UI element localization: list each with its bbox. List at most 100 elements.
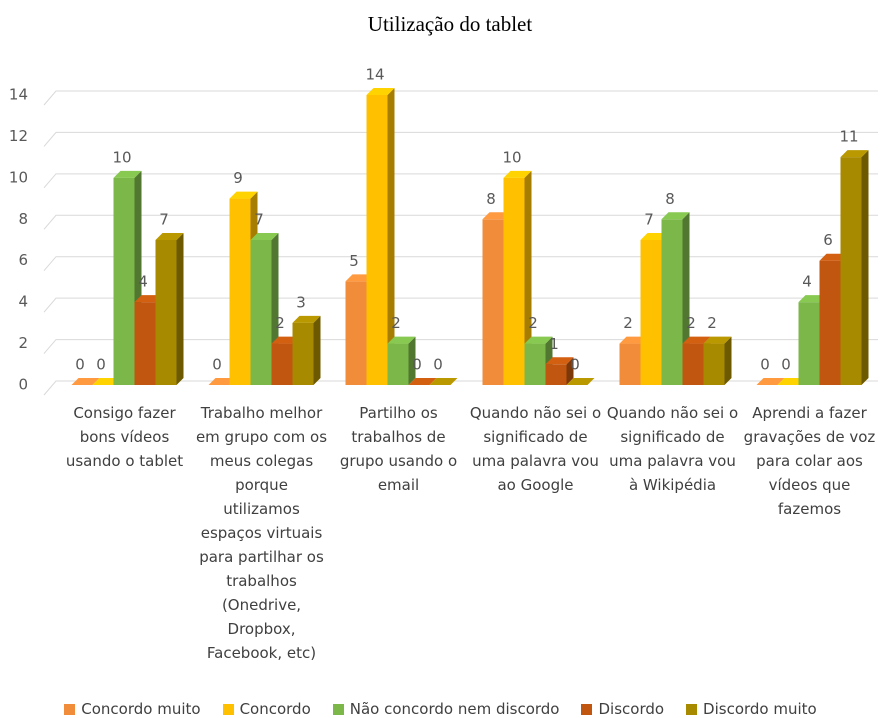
value-label: 7 — [644, 211, 654, 229]
bar-front — [113, 177, 135, 385]
y-tick-label: 10 — [9, 168, 28, 186]
value-label: 0 — [96, 356, 106, 374]
grid-line — [43, 380, 878, 396]
value-label: 2 — [528, 314, 538, 332]
bar-top — [250, 233, 279, 240]
bar-front — [134, 302, 156, 385]
bar-top — [387, 336, 416, 344]
bar-top — [503, 170, 532, 178]
legend-swatch — [581, 703, 593, 715]
bar-front — [840, 157, 862, 385]
grid-line — [43, 90, 878, 106]
bar-front — [798, 302, 820, 385]
bar-side — [313, 315, 321, 385]
value-label: 10 — [502, 148, 521, 166]
legend-label: Discordo muito — [703, 700, 817, 718]
bar-front — [345, 281, 367, 385]
bar-front — [524, 343, 546, 385]
legend-label: Discordo — [598, 700, 665, 718]
bar-top — [155, 233, 184, 240]
value-label: 2 — [707, 314, 717, 332]
x-tick-label: Partilho os trabalhos de grupo usando o … — [339, 404, 458, 494]
bar-front — [292, 322, 314, 385]
legend-label: Concordo muito — [81, 700, 201, 718]
value-label: 2 — [686, 314, 696, 332]
bar-top — [429, 378, 458, 385]
bar-front — [703, 343, 725, 385]
value-label: 0 — [433, 356, 443, 374]
bar-front — [229, 198, 251, 385]
bar-top — [682, 336, 711, 344]
bar-top — [756, 378, 785, 385]
value-label: 2 — [275, 314, 285, 332]
value-label: 2 — [623, 314, 633, 332]
y-tick-label: 12 — [9, 127, 28, 145]
value-label: 0 — [212, 356, 222, 374]
bar-front — [682, 343, 704, 385]
legend-swatch — [686, 703, 698, 715]
value-label: 0 — [75, 356, 85, 374]
legend: Concordo muito Concordo Não concordo nem d… — [0, 700, 881, 718]
bar-front — [155, 240, 177, 385]
bar-side — [566, 357, 574, 385]
grid-line — [43, 214, 878, 230]
grid-line — [43, 297, 878, 313]
bar-front — [250, 240, 272, 385]
legend-item: Concordo — [222, 700, 311, 718]
bar-side — [387, 88, 395, 385]
y-tick-label: 4 — [18, 293, 28, 311]
legend-swatch — [332, 703, 344, 715]
bar-front — [482, 219, 504, 385]
bar-front — [661, 219, 683, 385]
bar-front — [366, 95, 388, 385]
legend-label: Concordo — [239, 700, 311, 718]
legend-item: Não concordo nem discordo — [332, 700, 559, 718]
value-label: 7 — [254, 211, 264, 229]
bar-top — [408, 378, 437, 385]
value-label: 0 — [781, 356, 791, 374]
bar-front — [271, 343, 293, 385]
bar-top — [524, 336, 553, 344]
value-label: 3 — [296, 293, 306, 311]
x-tick-label: Quando não sei o significado de uma pala… — [469, 404, 602, 494]
bar-side — [176, 233, 184, 385]
value-label: 5 — [349, 252, 359, 270]
x-tick-label: Consigo fazer bons vídeos usando o table… — [65, 404, 184, 470]
bar-front — [503, 177, 525, 385]
bar-top — [566, 378, 595, 385]
bar-top — [229, 191, 258, 199]
value-label: 14 — [365, 66, 384, 84]
y-tick-label: 14 — [9, 86, 28, 104]
y-tick-label: 6 — [18, 251, 28, 269]
value-label: 11 — [839, 128, 858, 146]
value-label: 10 — [112, 148, 131, 166]
legend-item: Concordo muito — [64, 700, 201, 718]
bar-top — [703, 336, 732, 344]
bar-front — [545, 364, 567, 385]
grid-line — [43, 173, 878, 189]
bar-top — [366, 88, 395, 95]
x-tick-label: Quando não sei o significado de uma pala… — [606, 404, 739, 494]
value-label: 0 — [570, 356, 580, 374]
grid-line — [43, 256, 878, 272]
y-tick-label: 8 — [18, 210, 28, 228]
bar-front — [619, 343, 641, 385]
grid-line — [43, 339, 878, 354]
value-label: 0 — [412, 356, 422, 374]
bar-side — [861, 150, 869, 385]
bar-top — [113, 170, 142, 178]
x-tick-label: Aprendi a fazer gravações de voz para co… — [743, 404, 876, 518]
bar-top — [71, 378, 100, 385]
grid-line — [43, 131, 878, 147]
x-tick-label: Trabalho melhor em grupo com os meus col… — [195, 404, 328, 662]
bar-side — [724, 336, 732, 385]
value-label: 8 — [665, 190, 675, 208]
value-label: 8 — [486, 190, 496, 208]
value-label: 7 — [159, 211, 169, 229]
legend-item: Discordo — [581, 700, 664, 718]
value-label: 9 — [233, 169, 243, 187]
bar-front — [640, 240, 662, 385]
chart-title: Utilização do tablet — [368, 12, 533, 36]
